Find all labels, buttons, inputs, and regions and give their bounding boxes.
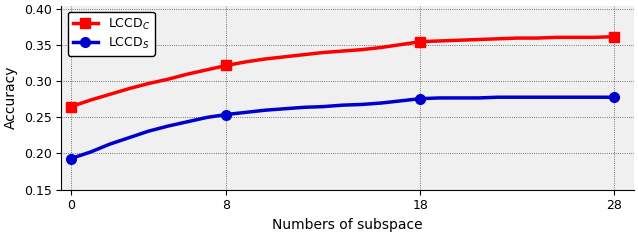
Y-axis label: Accuracy: Accuracy <box>4 66 18 129</box>
Legend: LCCD$_C$, LCCD$_S$: LCCD$_C$, LCCD$_S$ <box>68 12 155 56</box>
X-axis label: Numbers of subspace: Numbers of subspace <box>272 218 423 232</box>
